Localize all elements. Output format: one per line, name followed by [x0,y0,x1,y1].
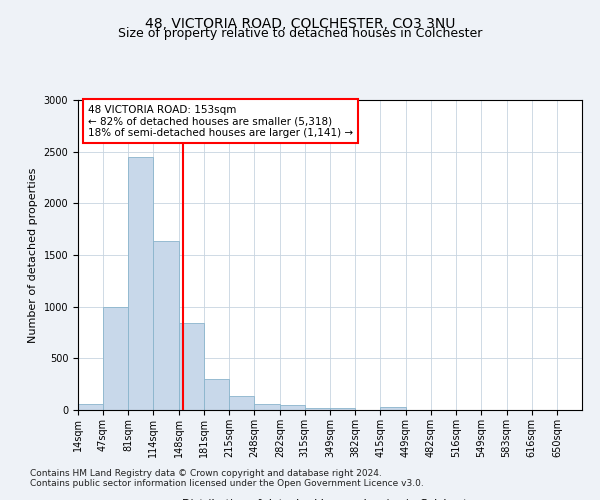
Text: Contains public sector information licensed under the Open Government Licence v3: Contains public sector information licen… [30,478,424,488]
Bar [380,407,406,410]
Text: 48 VICTORIA ROAD: 153sqm
← 82% of detached houses are smaller (5,318)
18% of sem: 48 VICTORIA ROAD: 153sqm ← 82% of detach… [88,104,353,138]
Text: 48, VICTORIA ROAD, COLCHESTER, CO3 3NU: 48, VICTORIA ROAD, COLCHESTER, CO3 3NU [145,18,455,32]
Bar [179,323,204,410]
Bar [229,396,254,410]
Bar [305,408,331,410]
Bar [103,306,128,410]
Text: Contains HM Land Registry data © Crown copyright and database right 2024.: Contains HM Land Registry data © Crown c… [30,468,382,477]
Y-axis label: Number of detached properties: Number of detached properties [28,168,38,342]
Bar [154,240,179,410]
Bar [204,379,229,410]
X-axis label: Distribution of detached houses by size in Colchester: Distribution of detached houses by size … [182,498,479,500]
Bar [254,404,280,410]
Bar [280,405,305,410]
Bar [331,408,355,410]
Text: Size of property relative to detached houses in Colchester: Size of property relative to detached ho… [118,28,482,40]
Bar [128,157,154,410]
Bar [78,404,103,410]
